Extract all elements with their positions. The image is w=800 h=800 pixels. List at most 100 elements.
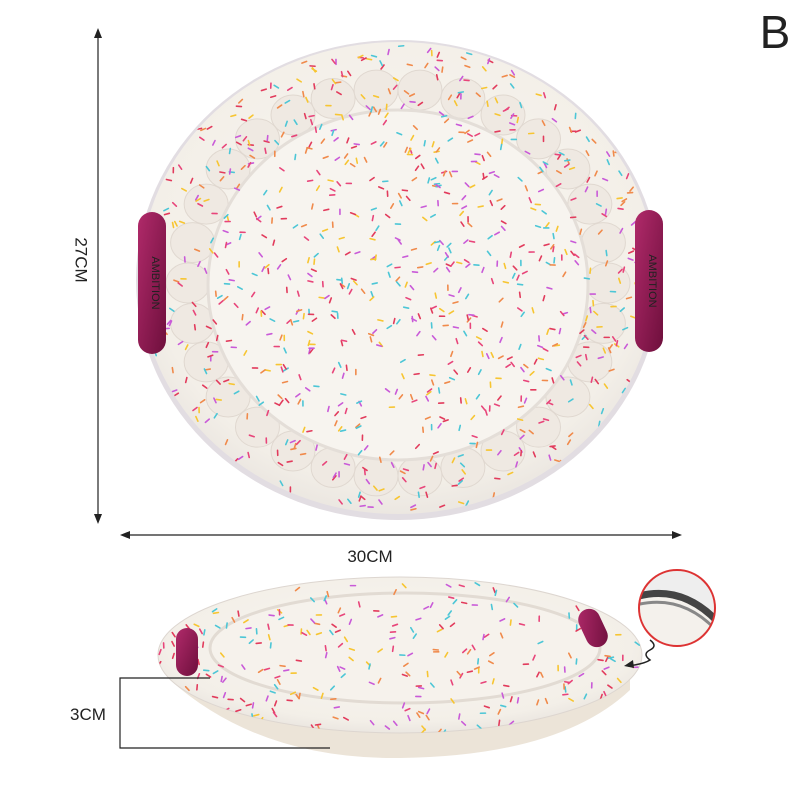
sprinkle — [206, 125, 213, 130]
sprinkle — [488, 652, 495, 657]
sprinkle — [207, 354, 214, 358]
sprinkle — [445, 263, 452, 267]
sprinkle — [386, 263, 393, 268]
sprinkle — [273, 683, 279, 690]
sprinkle — [240, 164, 246, 170]
sprinkle — [346, 137, 350, 144]
sprinkle — [389, 636, 396, 640]
sprinkle — [248, 114, 254, 119]
sprinkle — [566, 439, 572, 446]
sprinkle — [625, 296, 633, 300]
sprinkle — [583, 693, 588, 700]
sprinkle — [475, 393, 481, 400]
sprinkle — [499, 336, 503, 344]
sprinkle — [445, 266, 451, 273]
sprinkle — [437, 422, 442, 429]
sprinkle — [171, 201, 178, 207]
sprinkle — [498, 297, 504, 303]
sprinkle — [622, 326, 629, 331]
sprinkle — [307, 272, 313, 278]
sprinkle — [503, 262, 507, 270]
sprinkle — [414, 154, 421, 160]
sprinkle — [407, 652, 414, 657]
sprinkle — [487, 234, 493, 240]
sprinkle — [357, 449, 363, 456]
sprinkle — [416, 330, 421, 337]
sprinkle — [605, 655, 609, 663]
sprinkle — [392, 317, 396, 325]
sprinkle — [293, 442, 297, 450]
sprinkle — [286, 86, 293, 91]
sprinkle — [434, 292, 438, 299]
side-base — [208, 591, 602, 705]
sprinkle — [173, 279, 180, 283]
sprinkle — [210, 237, 215, 244]
sprinkle — [371, 231, 376, 238]
sprinkle — [443, 191, 451, 195]
sprinkle — [492, 587, 496, 594]
sprinkle — [510, 361, 515, 368]
sprinkle — [420, 205, 427, 209]
sprinkle — [491, 678, 495, 685]
sprinkle — [257, 668, 264, 674]
sprinkle — [578, 672, 585, 678]
sprinkle — [519, 434, 525, 440]
sprinkle — [539, 671, 544, 678]
sprinkle — [375, 225, 380, 232]
sprinkle — [329, 187, 336, 192]
sprinkle — [615, 340, 619, 347]
sprinkle — [158, 648, 162, 656]
sprinkle — [336, 246, 340, 253]
sprinkle — [441, 66, 444, 73]
sprinkle — [518, 291, 522, 299]
sprinkle — [320, 138, 326, 144]
sprinkle — [237, 455, 244, 461]
sprinkle — [348, 288, 353, 295]
sprinkle — [369, 176, 375, 182]
sprinkle — [195, 415, 199, 422]
sprinkle — [215, 379, 221, 385]
sprinkle — [603, 666, 610, 670]
sprinkle — [460, 56, 467, 61]
sprinkle — [492, 84, 498, 90]
sprinkle — [279, 664, 286, 668]
sprinkle — [538, 420, 545, 424]
sprinkle — [339, 613, 346, 617]
sprinkle — [352, 280, 358, 286]
sprinkle — [331, 58, 336, 65]
sprinkle — [177, 164, 183, 171]
sprinkle — [392, 77, 399, 82]
sprinkle — [627, 250, 635, 254]
sprinkle — [380, 64, 385, 70]
sprinkle — [199, 399, 206, 404]
sprinkle — [284, 397, 290, 404]
sprinkle — [315, 444, 318, 451]
sprinkle — [579, 329, 585, 335]
sprinkle — [622, 266, 626, 273]
sprinkle — [623, 343, 629, 350]
sprinkle — [493, 403, 501, 407]
sprinkle — [194, 194, 199, 201]
sprinkle — [543, 243, 550, 247]
sprinkle — [463, 79, 470, 82]
scallop — [170, 222, 216, 264]
sprinkle — [387, 271, 391, 278]
sprinkle — [387, 88, 392, 95]
sprinkle — [430, 305, 438, 310]
sprinkle — [464, 129, 470, 135]
sprinkle — [396, 131, 403, 136]
sprinkle — [439, 504, 446, 508]
sprinkle — [445, 583, 452, 588]
sprinkle — [265, 695, 269, 702]
sprinkle — [346, 283, 351, 290]
sprinkle — [494, 97, 499, 104]
sprinkle — [213, 252, 219, 258]
sprinkle — [407, 147, 412, 154]
sprinkle — [499, 632, 504, 639]
sprinkle — [401, 477, 407, 483]
sprinkle — [630, 315, 637, 319]
sprinkle — [425, 262, 432, 266]
sprinkle — [224, 241, 228, 249]
sprinkle — [545, 222, 550, 228]
sprinkle — [568, 697, 575, 702]
